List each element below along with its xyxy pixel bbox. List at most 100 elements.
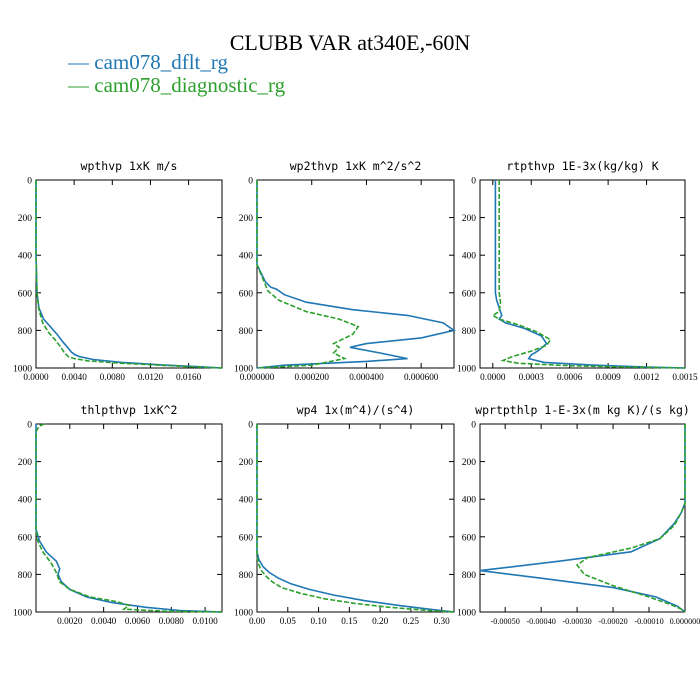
x-tick-label: 0.20 (372, 616, 388, 626)
y-tick-label: 600 (462, 533, 477, 543)
panel-title-4: thlpthvp 1xK^2 (81, 403, 178, 417)
x-tick-label: 0.0012 (634, 372, 660, 382)
series-line-diagnostic (35, 180, 223, 369)
x-tick-label: 0.0020 (57, 616, 83, 626)
y-tick-label: 400 (239, 496, 254, 506)
x-tick-label: 0.0000 (23, 372, 49, 382)
y-tick-label: 1000 (234, 609, 253, 619)
x-tick-label: 0.15 (341, 616, 357, 626)
x-tick-label: 0.000000 (240, 372, 275, 382)
y-tick-label: 400 (18, 496, 33, 506)
y-tick-label: 600 (239, 533, 254, 543)
y-tick-label: 600 (462, 289, 477, 299)
x-tick-label: 0.0040 (62, 372, 88, 382)
y-tick-label: 800 (239, 327, 254, 337)
x-tick-label: 0.000000 (670, 617, 700, 626)
x-tick-label: -0.00050 (491, 617, 520, 626)
y-tick-label: 0 (471, 177, 476, 187)
y-tick-label: 800 (18, 327, 33, 337)
legend-label-diagnostic: cam078_diagnostic_rg (94, 73, 286, 97)
series-line-dflt (256, 424, 455, 613)
y-tick-label: 600 (239, 289, 254, 299)
panel-frame-2 (256, 179, 455, 369)
y-tick-label: 200 (18, 214, 33, 224)
x-tick-label: 0.0040 (91, 616, 117, 626)
x-tick-label: 0.25 (403, 616, 419, 626)
y-tick-label: 400 (462, 252, 477, 262)
x-tick-label: 0.0120 (138, 372, 164, 382)
series-line-diagnostic (575, 424, 686, 613)
y-tick-label: 800 (462, 571, 477, 581)
series-line-dflt (35, 180, 223, 369)
y-tick-label: 200 (239, 214, 254, 224)
x-tick-label: 0.0015 (672, 372, 698, 382)
panel-frame-1 (35, 179, 223, 369)
x-tick-label: 0.0080 (100, 372, 126, 382)
x-tick-label: -0.00010 (634, 617, 663, 626)
panel-frame-3 (479, 179, 686, 369)
panel-title-2: wp2thvp 1xK m^2/s^2 (290, 159, 422, 173)
y-tick-label: 1000 (457, 365, 476, 375)
y-tick-label: 800 (18, 571, 33, 581)
legend-marker-diagnostic: — (68, 73, 89, 97)
y-tick-label: 1000 (13, 365, 32, 375)
y-tick-label: 200 (462, 214, 477, 224)
y-tick-label: 0 (248, 177, 253, 187)
y-tick-label: 400 (18, 252, 33, 262)
y-tick-label: 800 (239, 571, 254, 581)
y-tick-label: 600 (18, 533, 33, 543)
y-tick-label: 0 (27, 177, 32, 187)
y-tick-label: 400 (239, 252, 254, 262)
y-tick-label: 0 (27, 421, 32, 431)
y-tick-label: 200 (239, 458, 254, 468)
x-tick-label: 0.0160 (176, 372, 202, 382)
x-tick-label: -0.00030 (562, 617, 591, 626)
x-tick-label: 0.0009 (595, 372, 621, 382)
x-tick-label: 0.000400 (349, 372, 384, 382)
series-line-diagnostic (491, 180, 686, 369)
panel-frame-5 (256, 423, 455, 613)
y-tick-label: 600 (18, 289, 33, 299)
y-tick-label: 200 (462, 458, 477, 468)
x-tick-label: 0.0060 (125, 616, 151, 626)
x-tick-label: -0.00040 (526, 617, 555, 626)
y-tick-label: 0 (471, 421, 476, 431)
y-tick-label: 1000 (13, 609, 32, 619)
legend-marker-dflt: — (68, 50, 89, 74)
x-tick-label: 0.10 (311, 616, 327, 626)
series-line-diagnostic (35, 423, 223, 613)
panel-title-6: wprtpthlp 1-E-3x(m kg K)/(s kg) (475, 403, 690, 417)
legend-label-dflt: cam078_dflt_rg (94, 50, 229, 74)
x-tick-label: 0.0080 (159, 616, 185, 626)
legend-item-diagnostic: — cam078_diagnostic_rg (68, 73, 285, 98)
series-line-dflt (35, 424, 223, 613)
x-tick-label: 0.000200 (294, 372, 329, 382)
panel-title-3: rtpthvp 1E-3x(kg/kg) K (506, 159, 658, 173)
series-line-dflt (479, 424, 686, 613)
y-tick-label: 800 (462, 327, 477, 337)
x-tick-label: 0.30 (434, 616, 450, 626)
panel-frame-6 (479, 423, 686, 613)
series-line-dflt (256, 180, 456, 369)
x-tick-label: 0.0100 (192, 616, 218, 626)
panel-title-1: wpthvp 1xK m/s (81, 159, 178, 173)
y-tick-label: 1000 (457, 609, 476, 619)
series-line-diagnostic (256, 424, 455, 613)
x-tick-label: 0.0006 (557, 372, 583, 382)
x-tick-label: 0.00 (249, 616, 265, 626)
y-tick-label: 0 (248, 421, 253, 431)
panel-title-5: wp4 1x(m^4)/(s^4) (297, 403, 415, 417)
x-tick-label: 0.0000 (480, 372, 506, 382)
chart-title: CLUBB VAR at340E,-60N (229, 30, 471, 55)
x-tick-label: -0.00020 (598, 617, 627, 626)
x-tick-label: 0.000600 (404, 372, 439, 382)
y-tick-label: 400 (462, 496, 477, 506)
y-tick-label: 200 (18, 458, 33, 468)
series-line-diagnostic (256, 180, 360, 369)
x-tick-label: 0.0003 (519, 372, 545, 382)
x-tick-label: 0.05 (280, 616, 296, 626)
y-tick-label: 1000 (234, 365, 253, 375)
series-line-dflt (494, 180, 686, 369)
legend-item-dflt: — cam078_dflt_rg (68, 50, 228, 75)
